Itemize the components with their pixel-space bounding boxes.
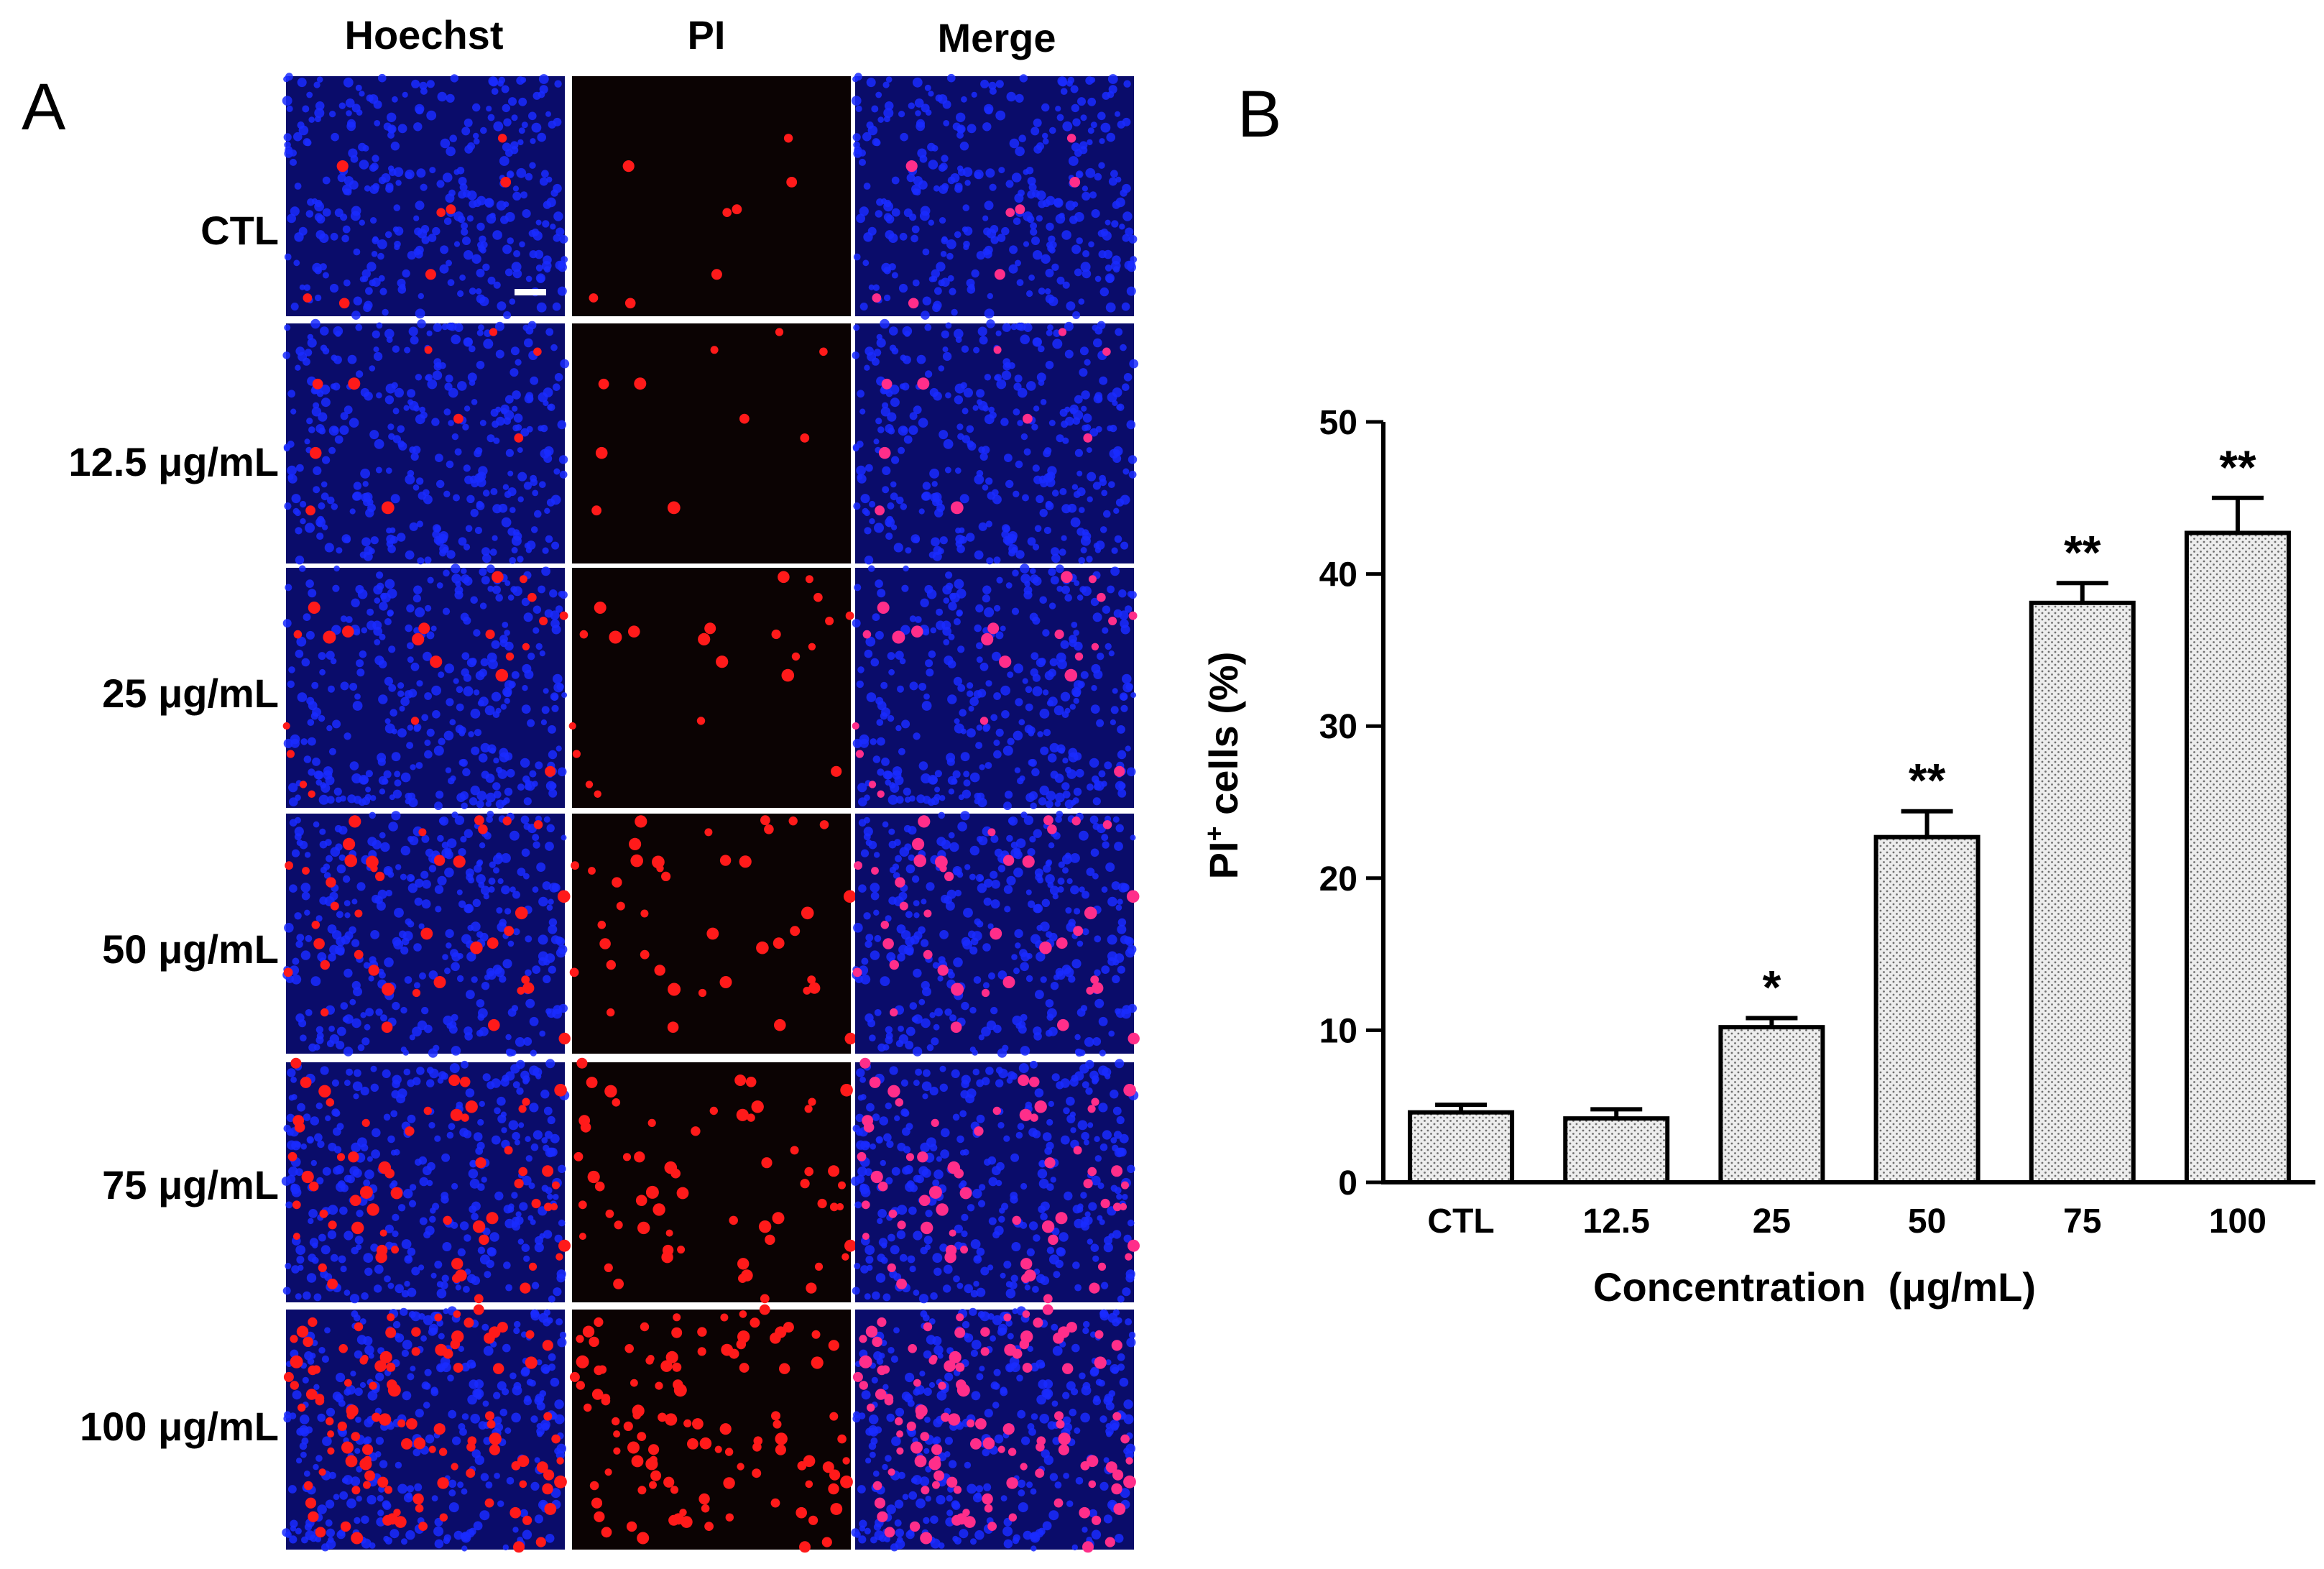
y-axis-label-rest: cells (%) [1201,652,1246,827]
tile-merge-row-2 [852,563,1138,811]
tile-hoechst-row-1 [282,318,570,565]
scale-bar [515,289,546,295]
tile-hoechst-row-2 [282,563,568,811]
column-header-hoechst: Hoechst [345,12,504,57]
tile-hoechst-row-4 [281,1057,571,1304]
y-tick-label: 20 [1319,860,1357,898]
row-label-50: 50 μg/mL [102,926,279,972]
significance-marker: * [1763,960,1781,1013]
tile-merge-row-3 [852,810,1140,1058]
tile-pi-row-4 [572,1057,857,1304]
y-tick-label: 10 [1319,1012,1357,1050]
bar [2029,600,2136,1184]
row-label-100: 100 μg/mL [80,1404,279,1449]
significance-marker: ** [2064,525,2101,579]
x-axis-label: Concentration (μg/mL) [1593,1264,2036,1310]
tile-hoechst-row-0 [282,73,568,320]
y-axis-label-main: PI [1201,841,1246,879]
row-label-ctl: CTL [200,208,279,253]
tile-merge-row-4 [850,1057,1140,1304]
x-tick-label: CTL [1427,1202,1494,1241]
x-tick-label: 12.5 [1583,1202,1650,1241]
panel-a-micrographs: A Hoechst PI Merge CTL 12.5 μg/mL 25 μg/… [22,12,1140,1553]
y-axis-label: PI+ cells (%) [1199,652,1247,880]
significance-marker: ** [1909,754,1946,807]
y-tick-label: 40 [1319,556,1357,594]
plot-area: 0 10 20 30 40 50 CTL 12.5 25 * 50 ** 75 ** 100 ** [1319,404,2315,1241]
tile-pi-row-0 [572,76,851,316]
row-label-25: 25 μg/mL [102,671,279,716]
tile-hoechst-row-5 [282,1304,567,1553]
tile-pi-row-1 [572,323,851,563]
bar [1718,1025,1825,1184]
bar [1563,1116,1670,1185]
tile-pi-row-2 [568,568,854,808]
x-tick-label: 25 [1753,1202,1791,1241]
panel-b-bar-chart: B PI+ cells (%) Concentration (μg/mL) 0 1… [1199,78,2315,1310]
x-tick-label: 100 [2209,1202,2267,1241]
tile-pi-row-3 [569,814,857,1054]
x-tick-label: 50 [1908,1202,1946,1241]
tile-merge-row-0 [851,73,1138,320]
y-tick-label: 50 [1319,404,1357,442]
panel-b-letter: B [1237,78,1281,151]
bar [1408,1110,1515,1184]
tile-pi-row-5 [569,1304,853,1553]
tile-merge-row-1 [852,318,1139,565]
micrograph-grid [281,73,1140,1553]
panel-a-letter: A [22,70,66,144]
y-tick-label: 30 [1319,708,1357,746]
y-axis-label-sup: + [1199,826,1229,841]
column-header-merge: Merge [938,15,1056,60]
row-label-75: 75 μg/mL [102,1162,279,1207]
row-label-12-5: 12.5 μg/mL [68,439,279,484]
tile-hoechst-row-3 [282,810,571,1058]
y-tick-label: 0 [1338,1164,1357,1202]
x-tick-label: 75 [2063,1202,2101,1241]
bar [1873,834,1981,1184]
bar [2184,530,2291,1184]
column-header-pi: PI [688,12,726,57]
significance-marker: ** [2219,441,2256,494]
tile-merge-row-5 [851,1304,1136,1553]
